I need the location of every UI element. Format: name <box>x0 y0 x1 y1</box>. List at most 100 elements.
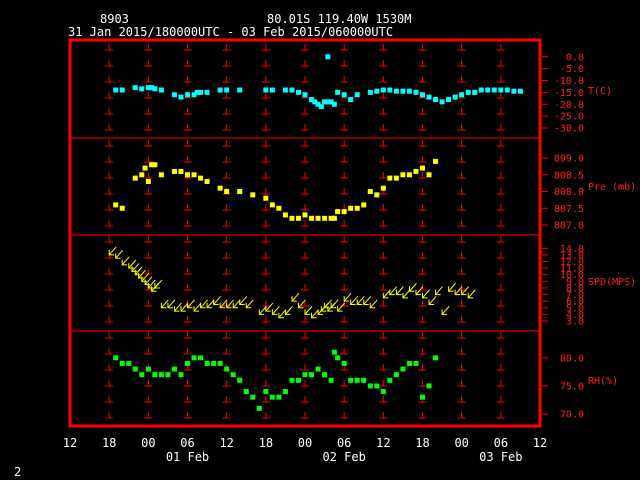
data-point <box>152 162 158 168</box>
data-point <box>295 377 301 383</box>
wind-arrow <box>278 309 287 319</box>
data-point <box>276 394 282 400</box>
wind-arrow <box>382 289 391 299</box>
wind-arrow <box>363 296 372 305</box>
x-tick-label: 12 <box>219 436 233 450</box>
humidity-panel-label: RH(%) <box>588 376 618 387</box>
wind-arrow <box>304 306 313 315</box>
data-point <box>302 212 308 218</box>
y-tick-label: -20.0 <box>554 100 584 111</box>
data-point <box>341 360 347 366</box>
data-point <box>132 85 138 91</box>
wind-arrow <box>173 302 182 312</box>
y-tick-label: 70.0 <box>560 410 584 421</box>
data-point <box>426 94 432 100</box>
data-point <box>354 377 360 383</box>
data-point <box>426 172 432 178</box>
data-point <box>282 389 288 395</box>
data-point <box>263 389 269 395</box>
data-point <box>393 88 399 94</box>
data-point <box>433 158 439 164</box>
y-tick-label: 809.0 <box>554 154 584 165</box>
wind-arrow <box>461 286 470 296</box>
data-point <box>217 185 223 191</box>
y-tick-label: -25.0 <box>554 112 584 123</box>
plot-frame <box>68 38 542 428</box>
y-tick-label: 10.0 <box>560 270 584 281</box>
x-tick-label: 12 <box>376 436 390 450</box>
data-point <box>354 205 360 211</box>
data-point <box>224 87 230 93</box>
data-point <box>413 360 419 366</box>
wind-arrow <box>206 299 215 309</box>
data-point <box>446 97 452 102</box>
y-tick-label: -30.0 <box>554 124 584 135</box>
data-point <box>328 377 334 383</box>
x-tick-label: 06 <box>337 436 351 450</box>
station-location: 80.01S 119.40W 1530M <box>267 12 412 26</box>
data-point <box>322 372 328 378</box>
wind-arrow <box>428 296 437 305</box>
data-point <box>406 360 412 366</box>
data-point <box>335 89 341 95</box>
date-label: 01 Feb <box>166 450 209 464</box>
data-point <box>413 89 419 95</box>
data-point <box>504 87 510 93</box>
data-point <box>178 372 184 378</box>
data-point <box>348 377 354 383</box>
data-point <box>194 89 200 95</box>
data-point <box>217 360 223 366</box>
wind-arrow <box>193 302 202 312</box>
data-point <box>191 355 197 361</box>
y-tick-label: -15.0 <box>554 88 584 99</box>
data-point <box>348 205 354 211</box>
x-tick-label: 12 <box>63 436 77 450</box>
data-point <box>198 175 204 181</box>
data-point <box>204 89 210 95</box>
data-point <box>331 349 337 355</box>
y-tick-label: 5.0 <box>566 303 584 314</box>
data-point <box>439 99 445 105</box>
data-point <box>230 372 236 378</box>
speed-panel-label: SPD(MPS) <box>588 277 636 288</box>
data-point <box>387 87 393 93</box>
wind-arrow <box>160 299 169 309</box>
data-point <box>295 89 301 95</box>
y-tick-label: 0.0 <box>566 52 584 63</box>
data-point <box>341 209 347 215</box>
data-point <box>243 389 249 395</box>
data-point <box>191 92 197 98</box>
x-tick-label: 00 <box>298 436 312 450</box>
y-tick-label: 4.0 <box>566 310 584 321</box>
data-point <box>204 178 210 184</box>
wind-arrow <box>258 306 267 315</box>
data-point <box>269 202 275 208</box>
wind-arrow <box>121 256 130 266</box>
wind-arrow <box>297 299 306 309</box>
data-point <box>315 366 321 372</box>
wind-arrow <box>115 249 124 259</box>
data-point <box>322 215 328 221</box>
pressure-panel-label: Pre (mb) <box>588 182 636 193</box>
y-tick-labels: 0.0-5.0-10.0-15.0-20.0-25.0-30.0 809.0 808… <box>542 52 584 421</box>
data-point <box>302 372 308 378</box>
data-point <box>478 87 484 93</box>
data-point <box>325 99 331 105</box>
y-tick-label: 9.0 <box>566 277 584 288</box>
data-point <box>158 172 164 178</box>
data-point <box>149 85 155 91</box>
data-point <box>119 205 125 211</box>
wind-arrow <box>448 282 456 292</box>
data-point <box>145 178 151 184</box>
data-point <box>282 212 288 218</box>
data-point <box>328 99 334 105</box>
data-point <box>400 366 406 372</box>
data-point <box>263 87 269 93</box>
wind-arrow <box>408 282 417 292</box>
y-tick-label: 80.0 <box>560 353 584 364</box>
data-point <box>393 372 399 378</box>
data-point <box>328 215 334 221</box>
wind-arrow <box>402 289 411 299</box>
data-point <box>237 377 243 383</box>
data-point <box>374 192 380 198</box>
